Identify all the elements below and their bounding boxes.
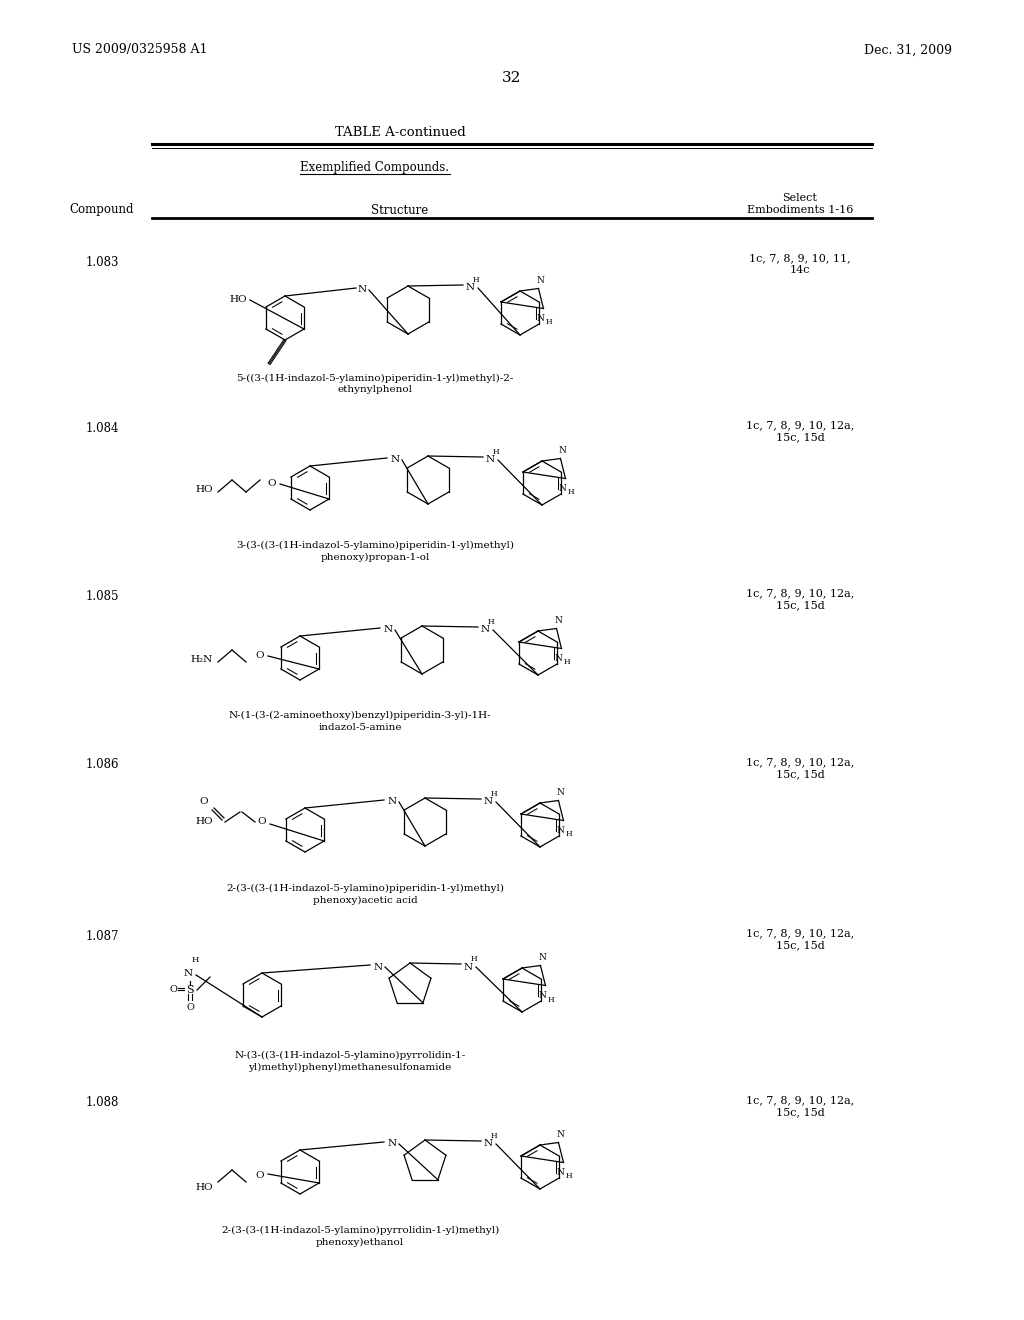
Text: 15c, 15d: 15c, 15d [775, 1107, 824, 1117]
Text: N: N [537, 276, 545, 285]
Text: H: H [490, 789, 498, 799]
Text: Compound: Compound [70, 203, 134, 216]
Text: ethynylphenol: ethynylphenol [338, 385, 413, 395]
Text: H₂N: H₂N [190, 656, 213, 664]
Text: 1c, 7, 8, 9, 10, 12a,: 1c, 7, 8, 9, 10, 12a, [745, 587, 854, 598]
Text: S: S [186, 985, 194, 995]
Text: N: N [374, 962, 383, 972]
Text: 3-(3-((3-(1H-indazol-5-ylamino)piperidin-1-yl)methyl): 3-(3-((3-(1H-indazol-5-ylamino)piperidin… [236, 540, 514, 549]
Text: N: N [558, 446, 566, 455]
Text: phenoxy)ethanol: phenoxy)ethanol [316, 1237, 404, 1246]
Text: H: H [547, 995, 554, 1003]
Text: 1.084: 1.084 [85, 421, 119, 434]
Text: Structure: Structure [372, 203, 429, 216]
Text: 32: 32 [503, 71, 521, 84]
Text: 1c, 7, 8, 9, 10, 12a,: 1c, 7, 8, 9, 10, 12a, [745, 928, 854, 939]
Text: 5-((3-(1H-indazol-5-ylamino)piperidin-1-yl)methyl)-2-: 5-((3-(1H-indazol-5-ylamino)piperidin-1-… [237, 374, 514, 383]
Text: indazol-5-amine: indazol-5-amine [318, 722, 401, 731]
Text: N: N [483, 1139, 493, 1148]
Text: HO: HO [196, 1183, 213, 1192]
Text: 1.083: 1.083 [85, 256, 119, 268]
Text: H: H [471, 954, 477, 964]
Text: H: H [493, 447, 500, 455]
Text: N: N [556, 826, 564, 836]
Text: 1c, 7, 8, 9, 10, 11,: 1c, 7, 8, 9, 10, 11, [750, 253, 851, 263]
Text: N: N [357, 285, 367, 294]
Text: H: H [565, 830, 571, 838]
Text: 1.086: 1.086 [85, 759, 119, 771]
Text: H: H [567, 488, 573, 496]
Text: US 2009/0325958 A1: US 2009/0325958 A1 [72, 44, 208, 57]
Text: H: H [563, 659, 569, 667]
Text: Embodiments 1-16: Embodiments 1-16 [746, 205, 853, 215]
Text: H: H [490, 1133, 498, 1140]
Text: N: N [464, 962, 472, 972]
Text: N: N [537, 314, 545, 323]
Text: O: O [200, 797, 208, 807]
Text: H: H [545, 318, 552, 326]
Text: phenoxy)propan-1-ol: phenoxy)propan-1-ol [321, 553, 430, 561]
Text: N: N [539, 953, 547, 962]
Text: H: H [191, 956, 199, 964]
Text: Exemplified Compounds.: Exemplified Compounds. [300, 161, 450, 174]
Text: Select: Select [782, 193, 817, 203]
Text: N: N [466, 284, 474, 293]
Text: 14c: 14c [790, 265, 810, 275]
Text: 1c, 7, 8, 9, 10, 12a,: 1c, 7, 8, 9, 10, 12a, [745, 756, 854, 767]
Text: N: N [539, 991, 547, 1001]
Text: N: N [383, 626, 392, 635]
Text: N: N [387, 797, 396, 807]
Text: H: H [487, 618, 495, 626]
Text: 15c, 15d: 15c, 15d [775, 770, 824, 779]
Text: N-(1-(3-(2-aminoethoxy)benzyl)piperidin-3-yl)-1H-: N-(1-(3-(2-aminoethoxy)benzyl)piperidin-… [228, 710, 492, 719]
Text: HO: HO [196, 486, 213, 495]
Text: N: N [483, 797, 493, 807]
Text: O: O [267, 479, 276, 488]
Text: 1.085: 1.085 [85, 590, 119, 602]
Text: yl)methyl)phenyl)methanesulfonamide: yl)methyl)phenyl)methanesulfonamide [249, 1063, 452, 1072]
Text: O: O [186, 1002, 194, 1011]
Text: N: N [558, 484, 566, 492]
Text: N: N [387, 1139, 396, 1148]
Text: HO: HO [229, 296, 247, 305]
Text: O: O [169, 986, 177, 994]
Text: 2-(3-((3-(1H-indazol-5-ylamino)piperidin-1-yl)methyl): 2-(3-((3-(1H-indazol-5-ylamino)piperidin… [226, 883, 504, 892]
Text: TABLE A-continued: TABLE A-continued [335, 125, 465, 139]
Text: N: N [556, 1130, 564, 1139]
Text: 1c, 7, 8, 9, 10, 12a,: 1c, 7, 8, 9, 10, 12a, [745, 420, 854, 430]
Text: phenoxy)acetic acid: phenoxy)acetic acid [312, 895, 418, 904]
Text: Dec. 31, 2009: Dec. 31, 2009 [864, 44, 952, 57]
Text: N: N [555, 653, 562, 663]
Text: 1.087: 1.087 [85, 929, 119, 942]
Text: 1.088: 1.088 [85, 1097, 119, 1110]
Text: N: N [556, 1168, 564, 1177]
Text: O: O [256, 652, 264, 660]
Text: 1c, 7, 8, 9, 10, 12a,: 1c, 7, 8, 9, 10, 12a, [745, 1096, 854, 1105]
Text: 15c, 15d: 15c, 15d [775, 940, 824, 950]
Text: H: H [473, 276, 479, 284]
Text: N: N [485, 455, 495, 465]
Text: 2-(3-(3-(1H-indazol-5-ylamino)pyrrolidin-1-yl)methyl): 2-(3-(3-(1H-indazol-5-ylamino)pyrrolidin… [221, 1225, 499, 1234]
Text: N: N [555, 616, 562, 624]
Text: N: N [556, 788, 564, 797]
Text: 15c, 15d: 15c, 15d [775, 601, 824, 610]
Text: O: O [256, 1172, 264, 1180]
Text: HO: HO [196, 817, 213, 826]
Text: N: N [183, 969, 193, 978]
Text: N: N [480, 626, 489, 635]
Text: N: N [390, 455, 399, 465]
Text: 15c, 15d: 15c, 15d [775, 432, 824, 442]
Text: O: O [258, 817, 266, 826]
Text: H: H [565, 1172, 571, 1180]
Text: N-(3-((3-(1H-indazol-5-ylamino)pyrrolidin-1-: N-(3-((3-(1H-indazol-5-ylamino)pyrrolidi… [234, 1051, 466, 1060]
